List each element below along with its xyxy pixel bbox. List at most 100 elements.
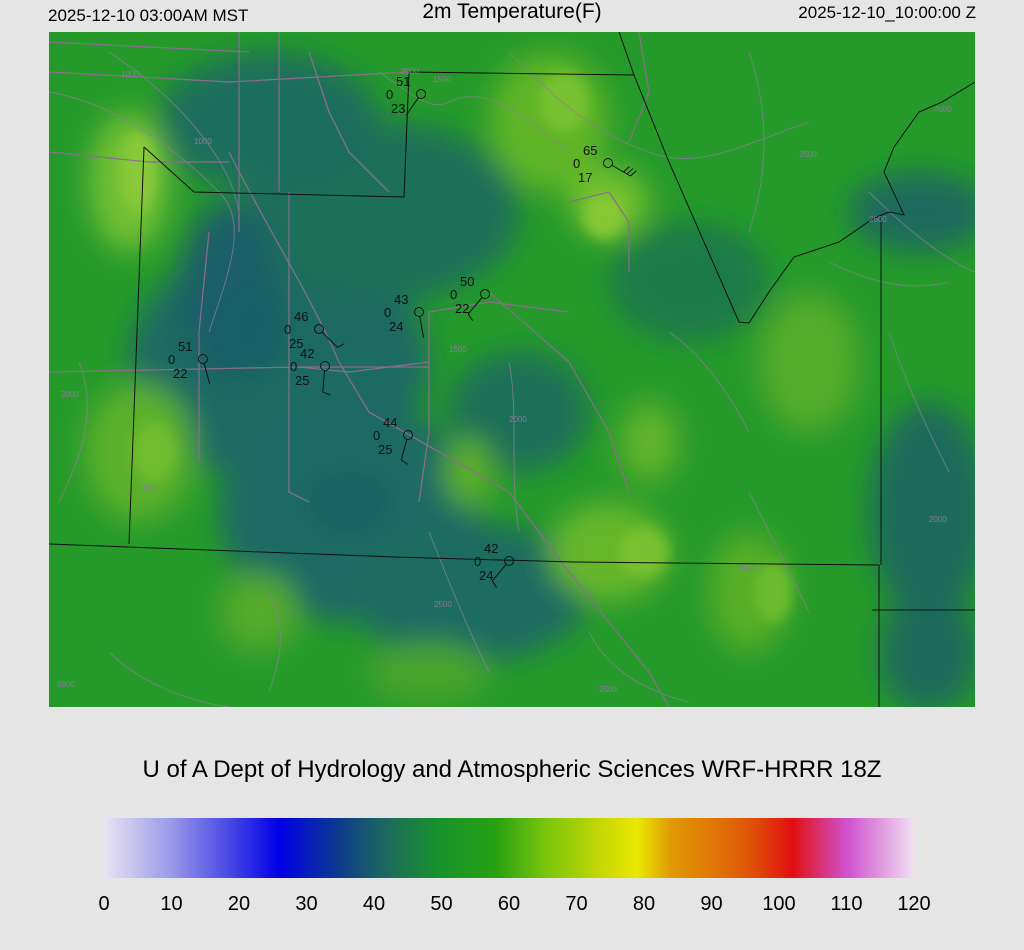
station-dewpoint: 23 — [391, 101, 405, 116]
colorbar-tick-label: 10 — [160, 893, 183, 915]
wind-barb — [405, 97, 419, 116]
station-value: 0 — [290, 359, 297, 374]
wind-barb-flag — [401, 459, 409, 465]
contour-label: 2000 — [929, 515, 947, 524]
station-temperature: 42 — [300, 346, 314, 361]
wind-barb-flag — [322, 391, 331, 396]
contour-label: 1500 — [139, 485, 157, 494]
colorbar-tick-label: 50 — [430, 893, 453, 915]
contour-label: 2500 — [739, 565, 757, 574]
wind-barb-flag — [623, 166, 630, 173]
station-value: 0 — [284, 322, 291, 337]
station-temperature: 44 — [383, 415, 397, 430]
station-temperature: 51 — [396, 74, 410, 89]
station-dewpoint: 24 — [389, 319, 403, 334]
station-circle — [403, 430, 413, 440]
contour-label: 1000 — [194, 137, 212, 146]
wind-barb-flag — [626, 168, 634, 175]
station-dewpoint: 17 — [578, 170, 592, 185]
contour-label: 2000 — [61, 390, 79, 399]
colorbar-tick-label: 100 — [762, 893, 796, 915]
wind-barb-flag — [630, 170, 637, 177]
boundaries — [49, 32, 975, 707]
contour-label: 4000 — [934, 105, 952, 114]
station-circle — [480, 289, 490, 299]
temperature-colorbar — [104, 818, 914, 878]
station-value: 0 — [168, 352, 175, 367]
contour-label: 2500 — [869, 215, 887, 224]
station-circle — [320, 361, 330, 371]
station-dewpoint: 22 — [173, 366, 187, 381]
station-value: 0 — [373, 428, 380, 443]
station-circle — [198, 354, 208, 364]
station-value: 0 — [573, 156, 580, 171]
elevation-contours — [49, 51, 975, 707]
contour-label: 2500 — [434, 600, 452, 609]
colorbar-tick-label: 120 — [897, 893, 931, 915]
colorbar-tick-label: 0 — [98, 893, 110, 915]
station-temperature: 65 — [583, 143, 597, 158]
wind-barb-flag — [337, 343, 345, 348]
colorbar-tick-label: 40 — [362, 893, 386, 915]
wind-barb — [203, 363, 211, 385]
contour-label: 2000 — [57, 680, 75, 689]
colorbar-ticks: 0 10 20 30 40 50 60 70 80 90 100 110 120 — [98, 893, 930, 923]
station-temperature: 51 — [178, 339, 192, 354]
valid-time-utc: 2025-12-10_10:00:00 Z — [798, 3, 976, 22]
station-circle — [504, 556, 514, 566]
wind-barb — [322, 370, 326, 392]
station-temperature: 43 — [394, 292, 408, 307]
contour-label: 2500 — [599, 685, 617, 694]
wind-barb-flag — [491, 580, 498, 588]
colorbar-tick-label: 90 — [700, 893, 723, 915]
station-circle — [416, 89, 426, 99]
station-dewpoint: 22 — [455, 301, 469, 316]
station-dewpoint: 25 — [378, 442, 392, 457]
station-value: 0 — [386, 87, 393, 102]
station-circle — [414, 307, 424, 317]
station-temperature: 46 — [294, 309, 308, 324]
contour-label: 1500 — [449, 345, 467, 354]
contour-labels: 3000100010001500250025004000200020001500… — [57, 67, 952, 694]
contour-label: 1500 — [433, 75, 451, 84]
map-title: 2m Temperature(F) — [422, 0, 602, 23]
contour-label: 2000 — [509, 415, 527, 424]
colorbar-tick-label: 70 — [565, 893, 588, 915]
colorbar-tick-label: 110 — [830, 893, 863, 915]
colorbar-tick-label: 80 — [632, 893, 656, 915]
model-credit: U of A Dept of Hydrology and Atmospheric… — [142, 756, 882, 783]
station-circle — [314, 324, 324, 334]
wind-barb — [467, 297, 483, 315]
valid-time-local: 2025-12-10 03:00AM MST — [48, 6, 249, 25]
station-plots: 5102365017500224302446025510224202544025… — [168, 74, 637, 588]
station-dewpoint: 25 — [295, 373, 309, 388]
colorbar-gradient — [104, 818, 914, 878]
wind-barb — [419, 316, 425, 338]
station-temperature: 42 — [484, 541, 498, 556]
contour-label: 3000 — [401, 67, 419, 76]
station-circle — [603, 158, 613, 168]
colorbar-tick-label: 30 — [295, 893, 318, 915]
colorbar-tick-label: 60 — [497, 893, 521, 915]
colorbar-tick-label: 20 — [227, 893, 251, 915]
station-value: 0 — [474, 554, 481, 569]
contour-label: 2500 — [799, 150, 817, 159]
roads — [49, 32, 670, 707]
wind-barb — [321, 331, 338, 348]
station-value: 0 — [450, 287, 457, 302]
wind-barb — [491, 564, 507, 582]
station-dewpoint: 24 — [479, 568, 493, 583]
station-dewpoint: 25 — [289, 336, 303, 351]
station-value: 0 — [384, 305, 391, 320]
wind-barb — [400, 439, 408, 461]
station-temperature: 50 — [460, 274, 474, 289]
contour-label: 1000 — [121, 70, 139, 79]
